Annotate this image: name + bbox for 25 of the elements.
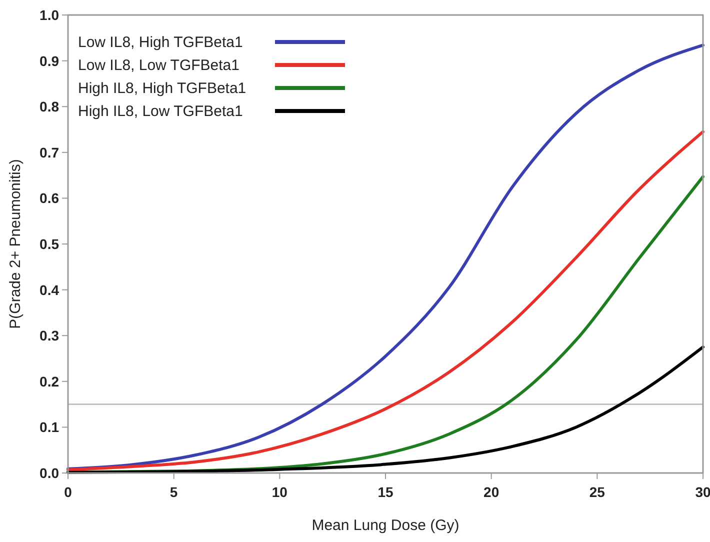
y-tick-label: 0.0	[40, 465, 60, 481]
legend-label: High IL8, Low TGFBeta1	[78, 103, 243, 120]
y-axis-title: P(Grade 2+ Pneumonitis)	[7, 159, 24, 329]
y-tick-label: 0.7	[40, 144, 60, 160]
x-tick-label: 30	[695, 484, 710, 500]
y-tick-label: 1.0	[40, 7, 60, 23]
y-tick-label: 0.8	[40, 98, 60, 115]
x-tick-label: 15	[378, 484, 394, 500]
legend-label: Low IL8, Low TGFBeta1	[78, 57, 240, 74]
y-tick-label: 0.9	[40, 52, 60, 69]
y-tick-label: 0.1	[40, 419, 60, 436]
x-tick-label: 25	[589, 484, 606, 500]
y-tick-label: 0.5	[40, 236, 60, 252]
y-tick-label: 0.4	[40, 282, 60, 298]
legend-label: Low IL8, High TGFBeta1	[78, 34, 243, 51]
x-tick-label: 5	[170, 484, 178, 500]
x-tick-label: 10	[272, 484, 288, 500]
x-axis-title: Mean Lung Dose (Gy)	[312, 517, 460, 534]
line-series	[66, 346, 704, 474]
y-tick-label: 0.3	[40, 328, 60, 344]
x-tick-label: 20	[484, 484, 500, 500]
x-tick-label: 0	[64, 484, 72, 500]
y-tick-label: 0.6	[40, 190, 60, 206]
legend-label: High IL8, High TGFBeta1	[78, 80, 246, 97]
y-tick-label: 0.2	[40, 373, 60, 390]
